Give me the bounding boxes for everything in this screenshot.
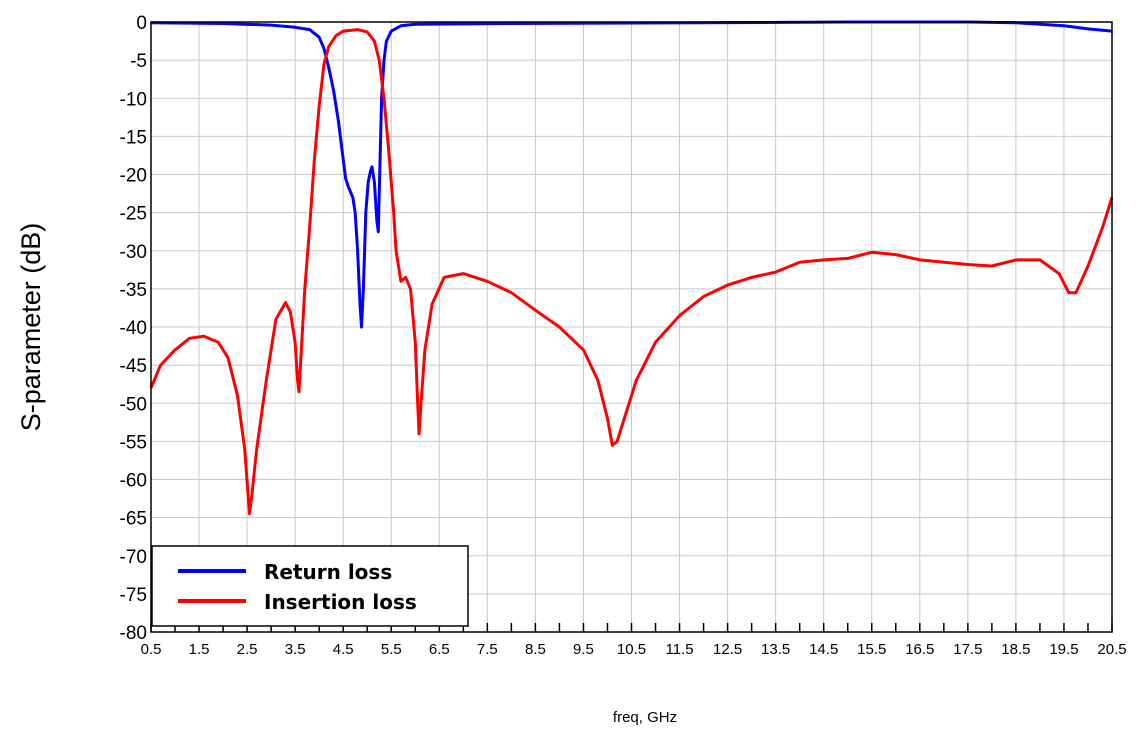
x-axis-label: freq, GHz [613, 709, 677, 726]
legend: Return loss Insertion loss [151, 545, 469, 627]
x-tick-label-2: 2.5 [237, 641, 258, 658]
y-tick-label-9: -45 [120, 356, 147, 377]
y-tick-label-12: -60 [120, 471, 147, 492]
y-tick-label-10: -50 [120, 394, 147, 415]
series-layer [149, 20, 1114, 516]
legend-box [151, 545, 469, 627]
x-tick-label-17: 17.5 [953, 641, 982, 658]
y-axis-label: S-parameter (dB) [16, 223, 46, 432]
x-tick-label-5: 5.5 [381, 641, 402, 658]
x-tick-label-13: 13.5 [761, 641, 790, 658]
y-tick-label-13: -65 [120, 509, 147, 530]
x-tick-label-18: 18.5 [1001, 641, 1030, 658]
y-tick-label-11: -55 [120, 432, 147, 453]
y-tick-label-1: -5 [130, 51, 147, 72]
x-tick-label-16: 16.5 [905, 641, 934, 658]
legend-label-insertion-loss: Insertion loss [264, 590, 417, 614]
x-tick-label-7: 7.5 [477, 641, 498, 658]
x-tick-label-9: 9.5 [573, 641, 594, 658]
y-tick-label-16: -80 [120, 623, 147, 644]
x-tick-label-4: 4.5 [333, 641, 354, 658]
y-tick-labels: 0 -5 -10 -15 -20 -25 -30 -35 -40 -45 -50 -55 -60 -65 -… [120, 13, 147, 644]
x-tick-label-19: 19.5 [1049, 641, 1078, 658]
x-tick-label-8: 8.5 [525, 641, 546, 658]
y-tick-label-7: -35 [120, 280, 147, 301]
x-tick-labels: 0.5 1.5 2.5 3.5 4.5 5.5 6.5 7.5 8.5 9.5 10.5 11.5 12… [141, 641, 1127, 658]
y-tick-label-6: -30 [120, 242, 147, 263]
plot-frame [150, 21, 1113, 633]
x-tick-label-20: 20.5 [1097, 641, 1126, 658]
series-line-return-loss [150, 20, 1113, 329]
x-tick-label-15: 15.5 [857, 641, 886, 658]
x-tick-label-6: 6.5 [429, 641, 450, 658]
x-tick-label-12: 12.5 [713, 641, 742, 658]
x-tick-label-3: 3.5 [285, 641, 306, 658]
y-tick-label-14: -70 [120, 547, 147, 568]
grid [150, 21, 1113, 633]
y-tick-label-3: -15 [120, 127, 147, 148]
y-tick-label-8: -40 [120, 318, 147, 339]
x-tick-label-11: 11.5 [666, 641, 694, 658]
x-tick-label-14: 14.5 [809, 641, 838, 658]
x-tick-label-1: 1.5 [189, 641, 210, 658]
y-tick-label-2: -10 [120, 89, 147, 110]
y-tick-label-4: -20 [120, 166, 147, 187]
y-tick-label-5: -25 [120, 204, 147, 225]
y-tick-label-0: 0 [136, 13, 147, 34]
legend-label-return-loss: Return loss [264, 560, 392, 584]
y-tick-label-15: -75 [120, 585, 147, 606]
series-line-insertion-loss [149, 28, 1114, 516]
x-tick-label-0: 0.5 [141, 641, 162, 658]
x-tick-label-10: 10.5 [617, 641, 646, 658]
